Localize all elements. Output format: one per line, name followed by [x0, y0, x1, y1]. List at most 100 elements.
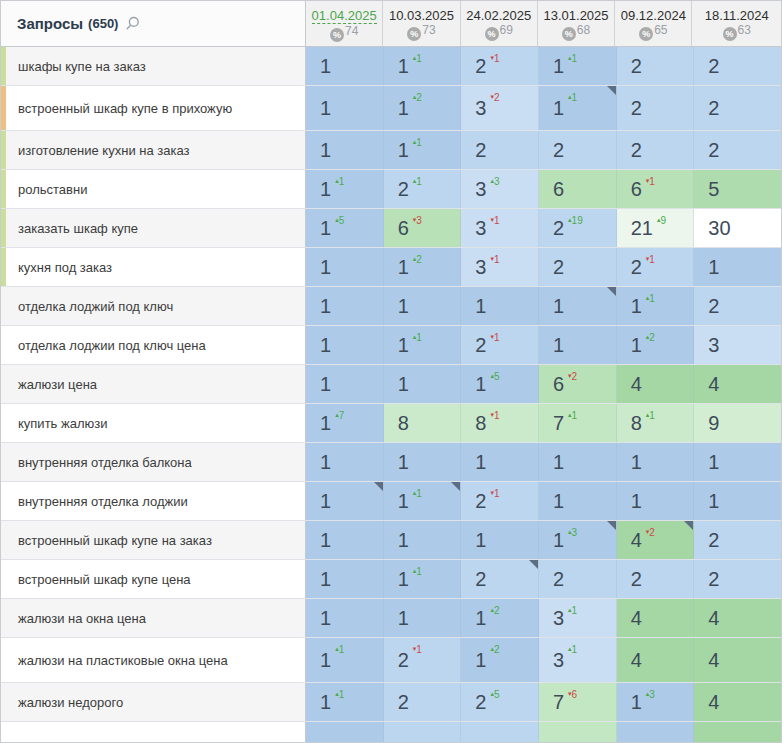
position-cell[interactable]: 3▾1	[461, 248, 539, 286]
position-cell[interactable]: 1	[384, 287, 462, 325]
position-cell[interactable]: 1	[694, 482, 781, 520]
position-cell[interactable]: 2	[617, 47, 695, 85]
position-cell[interactable]: 1	[306, 521, 384, 559]
position-cell[interactable]: 4▾2	[617, 521, 695, 559]
position-cell[interactable]: 1▴2	[461, 599, 539, 637]
position-cell[interactable]: 1	[461, 287, 539, 325]
position-cell[interactable]: 1▴1	[384, 560, 462, 598]
query-cell[interactable]: изготовление кухни на заказ	[1, 131, 306, 169]
position-cell[interactable]: 2	[539, 248, 617, 286]
position-cell[interactable]: 1▴1	[384, 131, 462, 169]
position-cell[interactable]: 2	[617, 560, 695, 598]
position-cell[interactable]: 2▾1	[461, 482, 539, 520]
position-cell[interactable]: 1	[306, 287, 384, 325]
position-cell[interactable]: 2▾1	[617, 248, 695, 286]
position-cell[interactable]: 1	[306, 131, 384, 169]
position-cell[interactable]: 2▴1	[384, 170, 462, 208]
position-cell[interactable]: 2▾1	[384, 638, 462, 682]
position-cell[interactable]: 2	[617, 131, 695, 169]
position-cell[interactable]: 1▴2	[384, 86, 462, 130]
position-cell[interactable]: 9	[694, 404, 781, 442]
position-cell[interactable]: 2	[694, 287, 781, 325]
position-cell[interactable]: 1	[694, 248, 781, 286]
position-cell[interactable]: 5	[694, 170, 781, 208]
position-cell[interactable]: 1	[461, 443, 539, 481]
query-cell[interactable]: встроенный шкаф купе в прихожую	[1, 86, 306, 130]
position-cell[interactable]: 3▾1	[461, 209, 539, 247]
position-cell[interactable]: 1▴2	[384, 248, 462, 286]
date-link[interactable]: 24.02.2025	[466, 8, 531, 23]
position-cell[interactable]: 1▴2	[461, 638, 539, 682]
position-cell[interactable]: 1▴1	[617, 287, 695, 325]
position-cell[interactable]: 4	[694, 683, 781, 721]
query-cell[interactable]: шкафы купе на заказ	[1, 47, 306, 85]
position-cell[interactable]: 4	[617, 365, 695, 403]
position-cell[interactable]: 30	[694, 209, 781, 247]
position-cell[interactable]: 4	[694, 365, 781, 403]
position-cell[interactable]: 2	[694, 47, 781, 85]
position-cell[interactable]: 2	[617, 86, 695, 130]
position-cell[interactable]: 1▴3	[617, 683, 695, 721]
position-cell[interactable]: 1▴5	[461, 365, 539, 403]
query-cell[interactable]: отделка лоджий под ключ	[1, 287, 306, 325]
position-cell[interactable]: 1	[384, 599, 462, 637]
position-cell[interactable]: 2	[539, 131, 617, 169]
date-link[interactable]: 09.12.2024	[621, 8, 686, 23]
position-cell[interactable]: 1	[384, 443, 462, 481]
position-cell[interactable]: 1	[384, 521, 462, 559]
position-cell[interactable]: 1	[306, 47, 384, 85]
position-cell[interactable]: 3▴1	[539, 638, 617, 682]
position-cell[interactable]: 1	[539, 326, 617, 364]
position-cell[interactable]: 8	[384, 404, 462, 442]
query-cell[interactable]: встроенный шкаф купе цена	[1, 560, 306, 598]
query-cell[interactable]: жалюзи цена	[1, 365, 306, 403]
query-cell[interactable]: встроенный шкаф купе на заказ	[1, 521, 306, 559]
query-cell[interactable]: жалюзи на окна цена	[1, 599, 306, 637]
position-cell[interactable]: 7▾6	[539, 683, 617, 721]
position-cell[interactable]: 1	[461, 521, 539, 559]
position-cell[interactable]: 1▴1	[539, 86, 617, 130]
query-cell[interactable]: кухня под заказ	[1, 248, 306, 286]
position-cell[interactable]: 1	[306, 326, 384, 364]
position-cell[interactable]: 4	[617, 599, 695, 637]
position-cell[interactable]: 1▴1	[306, 638, 384, 682]
position-cell[interactable]: 3▾2	[461, 86, 539, 130]
position-cell[interactable]: 1	[539, 443, 617, 481]
date-link[interactable]: 13.01.2025	[544, 8, 609, 23]
position-cell[interactable]: 2▾1	[461, 326, 539, 364]
position-cell[interactable]: 4	[617, 638, 695, 682]
position-cell[interactable]: 3	[694, 326, 781, 364]
position-cell[interactable]: 6▾3	[384, 209, 462, 247]
position-cell[interactable]: 1	[384, 365, 462, 403]
search-icon[interactable]	[125, 16, 140, 31]
position-cell[interactable]: 1	[306, 443, 384, 481]
position-cell[interactable]: 6	[539, 170, 617, 208]
position-cell[interactable]: 6▾2	[539, 365, 617, 403]
position-cell[interactable]: 2▴5	[461, 683, 539, 721]
position-cell[interactable]: 2	[384, 683, 462, 721]
position-cell[interactable]: 2	[694, 131, 781, 169]
position-cell[interactable]: 8▴1	[617, 404, 695, 442]
position-cell[interactable]: 2	[461, 560, 539, 598]
position-cell[interactable]: 1	[306, 599, 384, 637]
position-cell[interactable]: 1▴1	[306, 170, 384, 208]
position-cell[interactable]: 1▴1	[539, 47, 617, 85]
position-cell[interactable]: 2	[694, 560, 781, 598]
date-link[interactable]: 01.04.2025	[312, 8, 377, 24]
position-cell[interactable]: 4	[694, 638, 781, 682]
position-cell[interactable]: 1▴1	[384, 482, 462, 520]
date-link[interactable]: 18.11.2024	[705, 8, 769, 23]
position-cell[interactable]: 1	[539, 287, 617, 325]
position-cell[interactable]: 2	[539, 560, 617, 598]
position-cell[interactable]: 1▴7	[306, 404, 384, 442]
position-cell[interactable]: 1	[306, 86, 384, 130]
position-cell[interactable]: 2▴19	[539, 209, 617, 247]
position-cell[interactable]: 21▴9	[617, 209, 695, 247]
query-cell[interactable]: жалюзи недорого	[1, 683, 306, 721]
position-cell[interactable]: 1▴3	[539, 521, 617, 559]
position-cell[interactable]: 2	[694, 521, 781, 559]
position-cell[interactable]: 3▴3	[461, 170, 539, 208]
position-cell[interactable]: 7▴1	[539, 404, 617, 442]
query-cell[interactable]: заказать шкаф купе	[1, 209, 306, 247]
position-cell[interactable]: 1▴1	[384, 326, 462, 364]
